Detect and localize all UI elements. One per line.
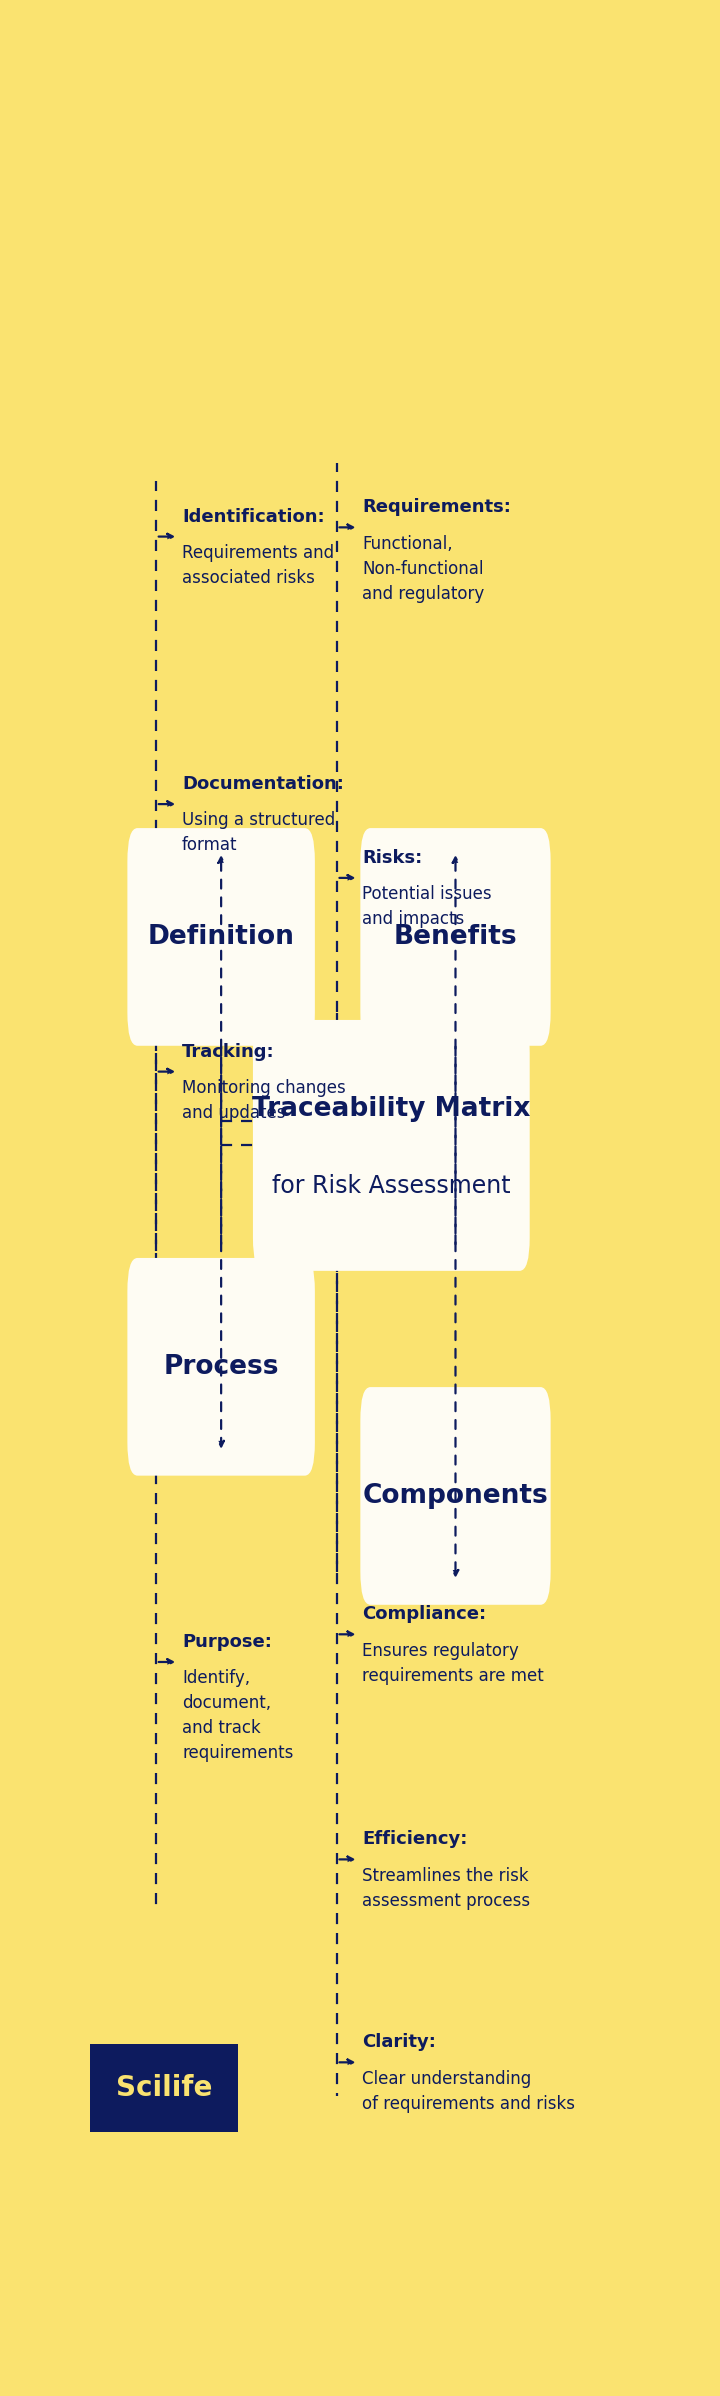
Text: Functional,
Non-functional
and regulatory: Functional, Non-functional and regulator…	[362, 534, 485, 604]
Text: Tracking:: Tracking:	[182, 1042, 275, 1061]
FancyBboxPatch shape	[127, 1258, 315, 1476]
FancyBboxPatch shape	[127, 829, 315, 1045]
Text: Purpose:: Purpose:	[182, 1634, 272, 1651]
FancyBboxPatch shape	[360, 1387, 551, 1605]
Text: Identify,
document,
and track
requirements: Identify, document, and track requiremen…	[182, 1670, 294, 1763]
Text: Requirements:: Requirements:	[362, 498, 511, 515]
Text: Process: Process	[163, 1354, 279, 1380]
Text: Compliance:: Compliance:	[362, 1605, 487, 1622]
Text: Requirements and
associated risks: Requirements and associated risks	[182, 544, 334, 587]
Text: Clarity:: Clarity:	[362, 2034, 436, 2051]
Text: Components: Components	[363, 1483, 549, 1509]
FancyBboxPatch shape	[90, 2044, 238, 2132]
Text: Streamlines the risk
assessment process: Streamlines the risk assessment process	[362, 1866, 531, 1910]
Text: Benefits: Benefits	[394, 925, 517, 949]
Text: Clear understanding
of requirements and risks: Clear understanding of requirements and …	[362, 2070, 575, 2113]
FancyBboxPatch shape	[360, 829, 551, 1045]
Text: Identification:: Identification:	[182, 508, 325, 525]
Text: Using a structured
format: Using a structured format	[182, 812, 336, 855]
Text: Documentation:: Documentation:	[182, 774, 344, 793]
Text: Scilife: Scilife	[116, 2075, 212, 2101]
Text: Risks:: Risks:	[362, 848, 423, 867]
Text: Definition: Definition	[148, 925, 294, 949]
Text: for Risk Assessment: for Risk Assessment	[272, 1174, 510, 1198]
Text: Efficiency:: Efficiency:	[362, 1831, 468, 1847]
FancyBboxPatch shape	[253, 1021, 530, 1270]
Text: Traceability Matrix: Traceability Matrix	[252, 1095, 531, 1121]
Text: Monitoring changes
and updates: Monitoring changes and updates	[182, 1078, 346, 1121]
Text: Potential issues
and impacts: Potential issues and impacts	[362, 884, 492, 927]
Text: Ensures regulatory
requirements are met: Ensures regulatory requirements are met	[362, 1641, 544, 1684]
